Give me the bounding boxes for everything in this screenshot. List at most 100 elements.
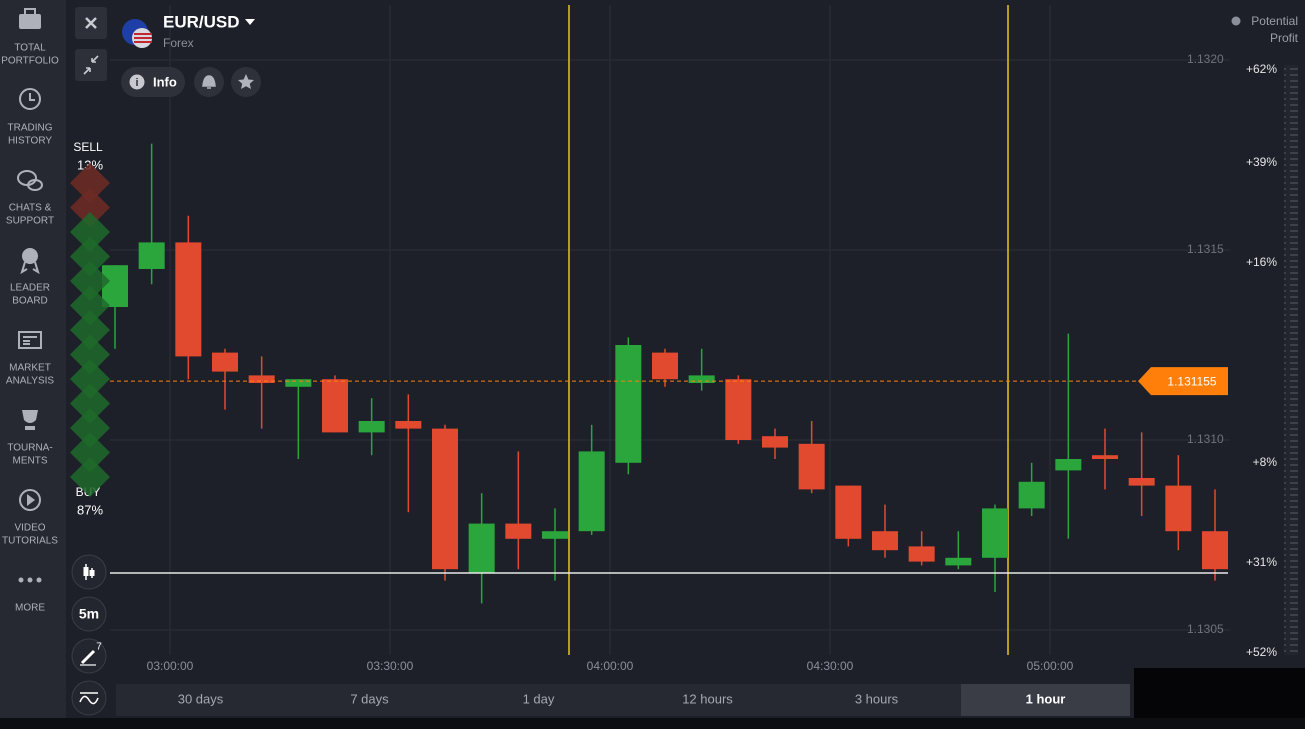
- sentiment-diamond: [70, 236, 110, 277]
- period-button[interactable]: [285, 684, 454, 716]
- sidebar-label[interactable]: HISTORY: [8, 136, 52, 147]
- profit-label: +16%: [1246, 255, 1277, 269]
- timeframe-button[interactable]: [71, 596, 107, 632]
- candle-body: [762, 436, 788, 448]
- y-tick-label: 1.1320: [1187, 52, 1224, 66]
- sidebar-label[interactable]: ANALYSIS: [6, 376, 54, 387]
- bell-icon: [202, 75, 216, 89]
- sentiment-diamond: [70, 432, 110, 473]
- candle-body: [688, 375, 715, 383]
- sentiment-diamond: [70, 408, 110, 448]
- asset-dropdown[interactable]: [245, 19, 255, 25]
- candle-body: [468, 523, 495, 573]
- profit-label: +31%: [1246, 555, 1277, 569]
- profit-label: +62%: [1246, 62, 1277, 76]
- leader-icon: [20, 261, 40, 275]
- period-label[interactable]: 12 hours: [682, 691, 733, 706]
- x-tick-label: 04:00:00: [587, 659, 634, 673]
- profit-ladder: [1284, 65, 1298, 655]
- indicators-button[interactable]: [71, 680, 107, 716]
- sidebar-label[interactable]: SUPPORT: [6, 216, 54, 227]
- period-label[interactable]: 30 days: [178, 691, 224, 706]
- candle-body: [175, 242, 202, 357]
- y-tick-label: 1.1305: [1187, 622, 1224, 636]
- candle-body: [615, 345, 642, 463]
- profit-label: +39%: [1246, 155, 1277, 169]
- period-label[interactable]: 1 day: [523, 691, 555, 706]
- potential-profit-label: Potential: [1251, 14, 1298, 28]
- sidebar-label[interactable]: LEADER: [10, 283, 50, 294]
- close-icon: [85, 17, 97, 29]
- collapse-button[interactable]: [75, 49, 107, 81]
- us-flag-stripes: [134, 33, 152, 43]
- period-button[interactable]: [454, 684, 623, 716]
- sentiment-diamond: [70, 457, 110, 497]
- help-icon[interactable]: [1231, 16, 1241, 26]
- chart-type-icon: [83, 567, 89, 576]
- period-button[interactable]: [623, 684, 792, 716]
- market-icon: [23, 336, 37, 345]
- sidebar: [0, 0, 66, 729]
- period-button[interactable]: [792, 684, 961, 716]
- x-tick-label: 04:30:00: [807, 659, 854, 673]
- y-tick-label: 1.1315: [1187, 242, 1224, 256]
- portfolio-icon: [19, 14, 41, 29]
- video-icon: [27, 494, 35, 506]
- portfolio-icon: [24, 8, 36, 16]
- current-price-label: 1.131155: [1167, 374, 1216, 388]
- sidebar-icons: [17, 8, 43, 583]
- candle-body: [322, 379, 348, 433]
- candle-body: [725, 379, 752, 440]
- sentiment-diamond: [70, 334, 110, 375]
- candle-body: [835, 485, 862, 539]
- sidebar-label[interactable]: TUTORIALS: [2, 536, 58, 547]
- sentiment-diamond: [70, 359, 110, 399]
- sidebar-label[interactable]: PORTFOLIO: [1, 56, 59, 67]
- history-icon: [29, 93, 35, 101]
- asset-name[interactable]: EUR/USD: [163, 12, 240, 31]
- candle-body: [1092, 455, 1118, 459]
- sidebar-label[interactable]: MENTS: [13, 456, 48, 467]
- sentiment-diamond: [70, 163, 110, 203]
- profit-label: +8%: [1253, 455, 1278, 469]
- potential-profit-label: Profit: [1270, 31, 1299, 45]
- sentiment-diamond: [70, 261, 110, 301]
- video-icon: [19, 489, 41, 511]
- chart-type-button[interactable]: [71, 554, 107, 590]
- candle-body: [285, 379, 312, 387]
- candle-body: [945, 557, 972, 566]
- sidebar-label[interactable]: MARKET: [9, 363, 51, 374]
- x-tick-label: 03:30:00: [367, 659, 414, 673]
- pencil-icon: [80, 649, 96, 665]
- sidebar-label[interactable]: VIDEO: [14, 523, 45, 534]
- sidebar-label[interactable]: TRADING: [8, 123, 53, 134]
- period-label[interactable]: 3 hours: [855, 691, 899, 706]
- info-label: Info: [153, 74, 177, 89]
- sidebar-label[interactable]: BOARD: [12, 296, 48, 307]
- profit-label: +52%: [1246, 645, 1277, 659]
- candle-body: [138, 242, 165, 269]
- indicators-icon: [79, 692, 99, 705]
- timeframe-label: 5m: [79, 606, 99, 622]
- period-button[interactable]: [116, 684, 285, 716]
- sell-label: SELL: [73, 140, 103, 154]
- candle-body: [798, 443, 825, 490]
- candle-body: [1055, 459, 1082, 471]
- sidebar-label[interactable]: TOTAL: [14, 43, 46, 54]
- history-icon: [19, 88, 41, 110]
- candle-body: [212, 352, 238, 372]
- sidebar-label[interactable]: TOURNA-: [7, 443, 52, 454]
- sidebar-label[interactable]: CHATS &: [9, 203, 52, 214]
- candle-body: [1165, 485, 1192, 532]
- period-label[interactable]: 1 hour: [1026, 691, 1066, 706]
- candle-body: [432, 428, 458, 570]
- current-price-tag: [1138, 367, 1228, 396]
- period-label[interactable]: 7 days: [350, 691, 389, 706]
- candle-body: [578, 451, 605, 532]
- period-button[interactable]: [961, 684, 1130, 716]
- candle-body: [1018, 481, 1045, 509]
- sidebar-label[interactable]: MORE: [15, 603, 45, 614]
- leader-icon: [22, 248, 38, 264]
- drawing-badge: 7: [96, 642, 102, 653]
- sentiment-diamond: [70, 187, 110, 228]
